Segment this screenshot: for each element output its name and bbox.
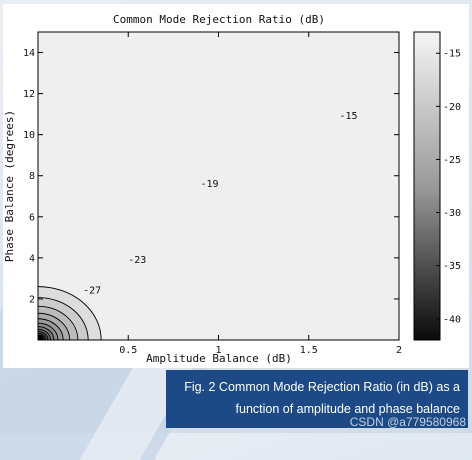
colorbar-tick-label: -30 — [443, 208, 461, 219]
y-tick-label: 12 — [23, 89, 35, 100]
cmrr-contour-chart: Common Mode Rejection Ratio (dB) 0.5 1 1.5… — [3, 13, 461, 365]
y-tick-label: 10 — [23, 130, 35, 141]
y-tick-label: 6 — [29, 212, 35, 223]
y-axis-label: Phase Balance (degrees) — [3, 110, 16, 262]
x-tick-label: 1 — [215, 345, 221, 356]
colorbar-axis: -15 -20 -25 -30 -35 -40 — [436, 49, 461, 325]
y-tick-label: 4 — [29, 253, 35, 264]
plot-area — [38, 32, 399, 340]
colorbar-tick-label: -25 — [443, 155, 461, 166]
x-tick-label: 1.5 — [300, 345, 318, 356]
caption-line-1: Fig. 2 Common Mode Rejection Ratio (in d… — [184, 380, 460, 394]
contour-labels: -15 -19 -23 -27 — [83, 111, 357, 297]
x-tick-label: 0.5 — [119, 345, 137, 356]
y-tick-label: 2 — [29, 294, 35, 305]
caption-line-2: function of amplitude and phase balance — [235, 402, 460, 416]
colorbar-tick-label: -20 — [443, 102, 461, 113]
y-axis: 2 4 6 8 10 12 14 — [23, 48, 399, 305]
colorbar-tick-label: -40 — [443, 314, 461, 325]
contour-label: -23 — [128, 255, 146, 266]
y-tick-label: 8 — [29, 171, 35, 182]
x-axis-label: Amplitude Balance (dB) — [146, 352, 292, 365]
chart-title: Common Mode Rejection Ratio (dB) — [113, 13, 325, 26]
figure-panel: Common Mode Rejection Ratio (dB) 0.5 1 1.5… — [3, 4, 469, 368]
watermark: CSDN @a779580968 — [349, 415, 466, 429]
x-axis: 0.5 1 1.5 2 — [119, 32, 402, 356]
figure-caption: Fig. 2 Common Mode Rejection Ratio (in d… — [166, 370, 468, 428]
colorbar — [413, 31, 441, 341]
contour-label: -19 — [200, 179, 218, 190]
x-tick-label: 2 — [396, 345, 402, 356]
fill-region — [38, 337, 42, 340]
contour-label: -15 — [339, 111, 357, 122]
contour-label: -27 — [83, 286, 101, 297]
fill-region-top — [38, 32, 399, 340]
y-tick-label: 14 — [23, 48, 35, 59]
colorbar-tick-label: -35 — [443, 261, 461, 272]
colorbar-tick-label: -15 — [443, 49, 461, 60]
